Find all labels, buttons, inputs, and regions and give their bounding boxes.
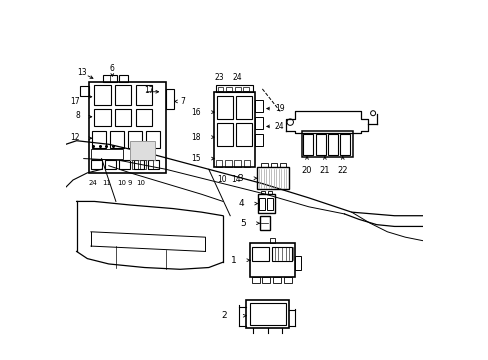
Bar [216,160,222,167]
Bar [251,277,259,283]
Text: 8: 8 [75,111,80,120]
Bar [136,109,152,126]
Text: 11: 11 [102,180,111,186]
Text: 23: 23 [214,73,224,82]
Bar [266,198,273,210]
Bar [258,198,264,210]
Bar [260,191,264,194]
Bar [272,277,281,283]
Bar [91,149,123,159]
Bar [134,160,144,169]
Bar [140,160,145,169]
Bar [94,109,110,126]
Text: 16: 16 [190,108,200,117]
Bar [255,117,263,129]
Text: 6: 6 [110,64,115,73]
Bar [267,191,271,194]
Bar [225,160,231,167]
Bar [115,109,131,126]
Bar [243,87,248,91]
Bar [271,247,291,261]
Bar [257,167,288,189]
Bar [136,85,152,105]
Bar [294,256,300,270]
Bar [226,87,231,91]
Text: 18: 18 [191,132,200,141]
Bar [269,238,274,243]
Bar [216,85,253,93]
Bar [251,247,268,261]
Bar [216,96,232,119]
Bar [94,85,110,105]
Bar [271,163,276,167]
Bar [279,163,285,167]
Bar [303,134,313,155]
Bar [214,93,255,167]
Bar [89,82,165,173]
Bar [147,160,153,169]
Text: 22: 22 [337,166,347,175]
Bar [249,243,294,277]
Bar [216,123,232,146]
Text: 24: 24 [232,73,242,82]
Bar [217,87,223,91]
Bar [91,160,102,169]
Bar [132,160,138,169]
Bar [92,131,106,148]
Text: 1: 1 [230,256,236,265]
Bar [255,134,263,147]
Text: 14: 14 [231,175,241,184]
Bar [244,160,250,167]
Text: 24: 24 [274,122,284,131]
Bar [315,134,325,155]
Bar [127,131,142,148]
Bar [283,277,291,283]
Text: 13: 13 [77,68,86,77]
Text: 19: 19 [274,104,284,113]
Bar [145,131,160,148]
Bar [255,100,263,112]
Text: 5: 5 [240,219,245,228]
Bar [327,134,337,155]
Bar [130,141,155,160]
Text: 21: 21 [319,166,329,175]
Bar [234,87,240,91]
Bar [236,123,252,146]
Bar [115,85,131,105]
Bar [262,277,270,283]
Bar [110,131,124,148]
Text: 10: 10 [136,180,145,186]
Bar [301,131,353,157]
Text: 17: 17 [144,86,154,95]
Bar [148,160,159,169]
Bar [80,86,89,96]
Bar [236,96,252,119]
Bar [257,194,274,213]
Text: 2: 2 [221,311,226,320]
Bar [246,300,288,328]
Text: 3: 3 [237,174,243,183]
Text: 9: 9 [128,180,132,186]
Text: 7: 7 [180,97,184,106]
Text: 10: 10 [217,175,226,184]
Text: 10: 10 [117,180,125,186]
Text: 24: 24 [88,180,97,186]
Text: 20: 20 [301,166,312,175]
Bar [105,160,116,169]
Bar [249,303,285,325]
Text: 4: 4 [238,199,244,208]
Bar [339,134,349,155]
Text: 17: 17 [70,97,80,106]
Bar [260,163,267,167]
Text: 15: 15 [190,154,200,163]
Bar [259,216,270,230]
Bar [119,75,128,82]
Bar [119,160,130,169]
Bar [103,75,117,82]
Bar [234,160,241,167]
Bar [165,89,173,109]
Text: 12: 12 [71,132,80,141]
